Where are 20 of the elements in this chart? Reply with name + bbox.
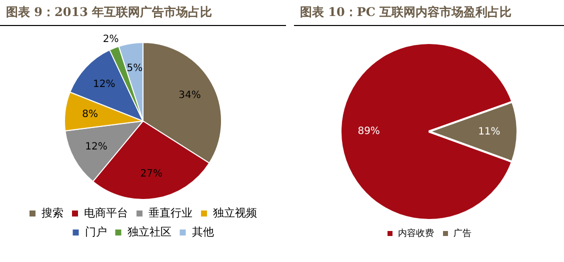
chart-title: 图表 10：PC 互联网内容市场盈利占比: [294, 0, 564, 26]
legend-label: 其他: [192, 225, 214, 238]
legend-label: 独立社区: [127, 225, 172, 238]
legend-label: 搜索: [42, 206, 64, 220]
legend-label: 垂直行业: [148, 206, 192, 220]
data-label: 12%: [92, 79, 116, 90]
data-label: 27%: [140, 168, 162, 180]
legend-label: 门户: [84, 225, 107, 238]
legend-label: 广告: [454, 228, 472, 239]
legend-label: 内容收费: [398, 228, 434, 239]
data-label: 11%: [478, 126, 500, 138]
data-label: 89%: [358, 126, 380, 137]
data-label: 2%: [102, 34, 119, 46]
data-label: 5%: [126, 62, 143, 74]
legend-label: 电商平台: [84, 206, 128, 220]
legend-label: 独立视频: [213, 206, 257, 220]
data-label: 8%: [82, 108, 98, 120]
data-label: 34%: [178, 90, 201, 101]
chart-title: 图表 9：2013 年互联网广告市场占比: [0, 0, 286, 26]
data-label: 12%: [85, 141, 108, 152]
